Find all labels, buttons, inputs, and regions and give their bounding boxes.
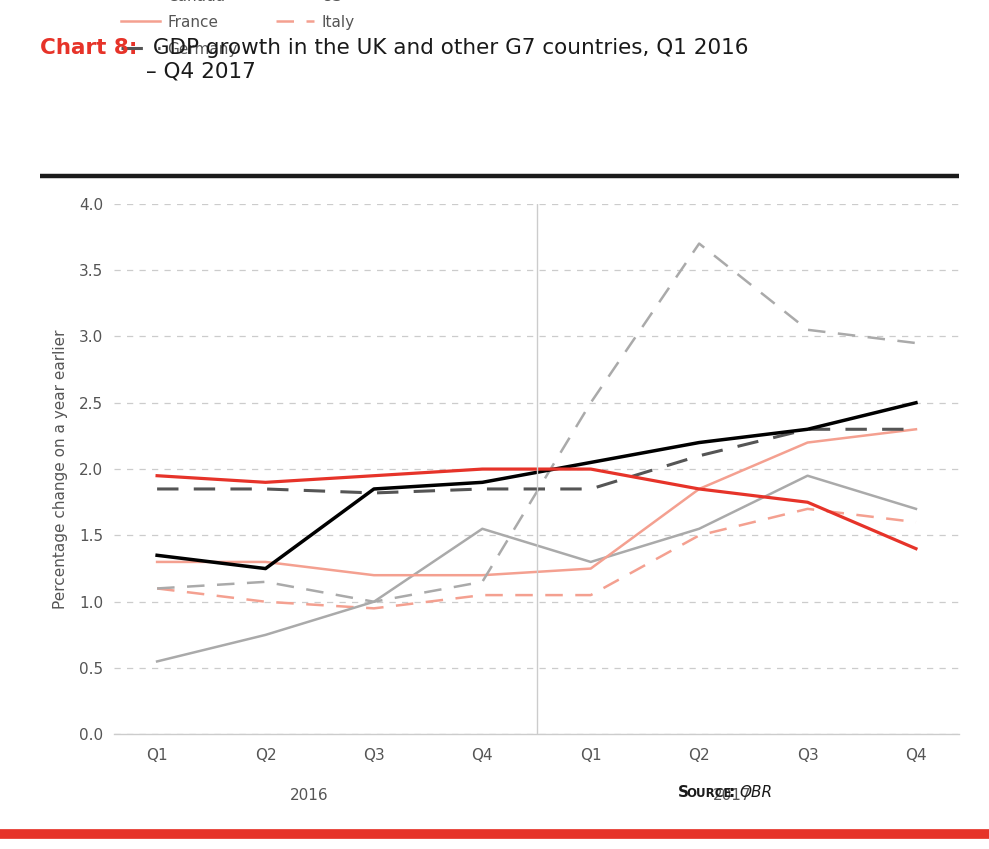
Text: :: : xyxy=(729,784,741,800)
Text: OBR: OBR xyxy=(740,784,772,800)
Text: 2017: 2017 xyxy=(713,788,752,803)
Y-axis label: Percentage change on a year earlier: Percentage change on a year earlier xyxy=(53,329,68,609)
Text: Chart 8:: Chart 8: xyxy=(40,38,136,59)
Text: OURCE: OURCE xyxy=(686,787,732,800)
Text: GDP growth in the UK and other G7 countries, Q1 2016
– Q4 2017: GDP growth in the UK and other G7 countr… xyxy=(146,38,749,82)
Text: 2016: 2016 xyxy=(291,788,329,803)
Text: S: S xyxy=(677,784,688,800)
Legend: UK, Canada, France, Germany, Japan, US, Italy: UK, Canada, France, Germany, Japan, US, … xyxy=(122,0,364,57)
